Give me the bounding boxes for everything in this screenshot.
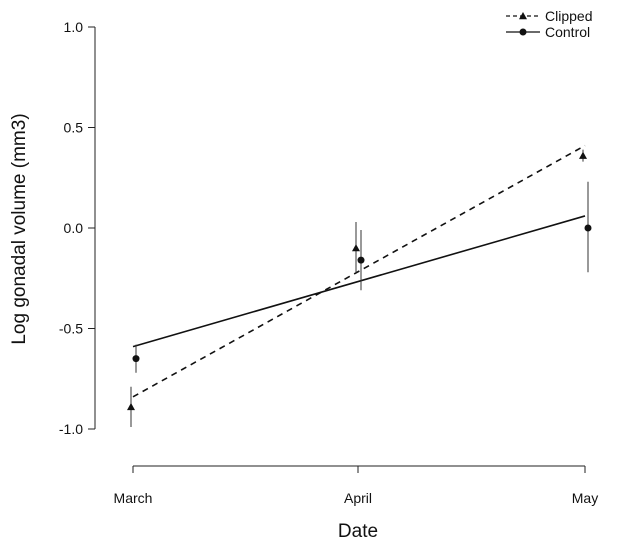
x-tick-label: March — [114, 490, 153, 506]
triangle-point — [352, 244, 360, 252]
fit-line-clipped — [132, 144, 586, 398]
x-tick-label: April — [344, 490, 372, 506]
y-tick-label: 0.0 — [64, 220, 84, 236]
y-tick-label: -1.0 — [59, 421, 83, 437]
triangle-point — [579, 151, 587, 159]
legend-circle — [519, 28, 527, 36]
y-tick-label: -0.5 — [59, 321, 83, 337]
fit-line-control — [132, 215, 586, 348]
legend-label: Clipped — [545, 8, 592, 24]
y-tick-label: 1.0 — [64, 19, 84, 35]
legend-triangle — [519, 12, 527, 20]
circle-point — [132, 355, 140, 363]
circle-point — [584, 224, 592, 232]
y-axis-title: Log gonadal volume (mm3) — [9, 113, 30, 344]
fit-lines — [132, 144, 586, 398]
x-axis: March April May — [114, 465, 598, 506]
x-tick-label: May — [572, 490, 598, 506]
circle-point — [357, 256, 365, 264]
legend-label: Control — [545, 24, 590, 40]
x-axis-title: Date — [338, 521, 378, 542]
y-axis: 1.0 0.5 0.0 -0.5 -1.0 — [59, 19, 96, 437]
markers — [127, 151, 592, 411]
error-bars — [130, 149, 589, 427]
y-tick-label: 0.5 — [64, 120, 84, 136]
triangle-point — [127, 402, 135, 411]
